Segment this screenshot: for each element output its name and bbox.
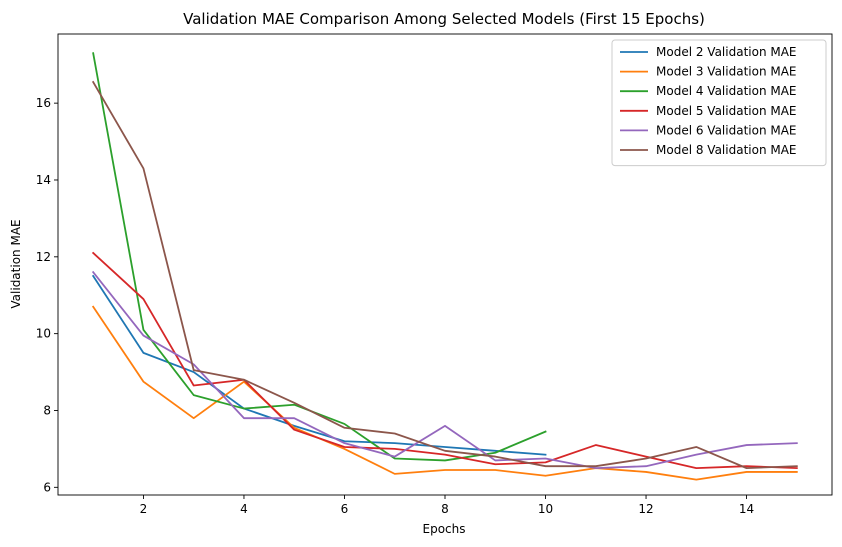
y-tick-label: 12 (36, 250, 51, 264)
x-tick-label: 12 (638, 502, 653, 516)
series-line-5 (91, 270, 798, 470)
legend-box (611, 39, 827, 167)
y-tick-label: 8 (43, 403, 51, 417)
series-line-2 (91, 305, 798, 481)
series-line-4 (91, 251, 798, 470)
legend: Model 2 Validation MAE Model 3 Validation… (611, 39, 827, 167)
plot-area: 2 4 6 8 10 12 14 6 8 10 12 14 16 Model 2 Validation M… (36, 33, 833, 516)
legend-label-1: Model 2 Validation MAE (656, 45, 797, 59)
legend-label-3: Model 4 Validation MAE (656, 84, 797, 98)
series-line-3 (92, 52, 547, 462)
legend-label-4: Model 5 Validation MAE (656, 104, 797, 118)
x-tick-label: 2 (140, 502, 148, 516)
y-axis-label: Validation MAE (9, 219, 23, 308)
x-tick-label: 4 (240, 502, 248, 516)
series-line-6 (91, 80, 798, 470)
x-axis-label: Epochs (423, 522, 466, 536)
legend-label-5: Model 6 Validation MAE (656, 123, 797, 137)
y-tick-label: 6 (43, 480, 51, 494)
legend-label-6: Model 8 Validation MAE (656, 143, 797, 157)
x-tick-label: 6 (341, 502, 349, 516)
series-line-1 (91, 274, 547, 456)
y-tick-label: 16 (36, 96, 51, 110)
legend-label-2: Model 3 Validation MAE (656, 65, 797, 79)
x-tick-label: 10 (538, 502, 553, 516)
x-tick-label: 8 (441, 502, 449, 516)
y-tick-label: 10 (36, 327, 51, 341)
x-tick-label: 14 (739, 502, 754, 516)
y-tick-label: 14 (36, 173, 51, 187)
chart-title: Validation MAE Comparison Among Selected… (183, 10, 705, 28)
